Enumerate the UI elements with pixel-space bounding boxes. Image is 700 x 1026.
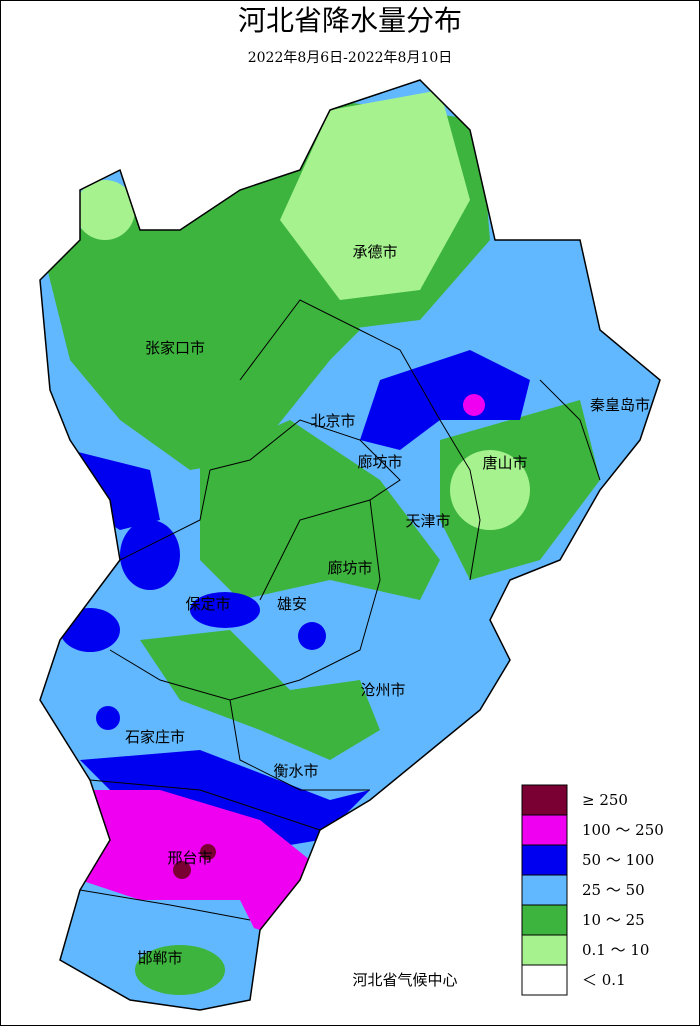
- city-label: 秦皇岛市: [590, 396, 650, 414]
- legend-swatch: [521, 934, 568, 966]
- city-label: 廊坊市: [357, 453, 402, 471]
- subtitle: 2022年8月6日-2022年8月10日: [248, 50, 453, 66]
- city-label: 邢台市: [167, 849, 212, 867]
- city-labels: 承德市 张家口市 秦皇岛市 北京市 廊坊市 唐山市 天津市 廊坊市 保定市 雄安…: [125, 243, 650, 967]
- title: 河北省降水量分布: [238, 4, 462, 37]
- city-label: 雄安: [277, 595, 307, 613]
- legend-label: 100 ～ 250: [582, 821, 664, 839]
- legend-swatch: [521, 844, 568, 876]
- city-label: 邯郸市: [137, 949, 182, 967]
- legend-swatch: [521, 784, 568, 816]
- city-label: 唐山市: [482, 454, 527, 472]
- credit: 河北省气候中心: [352, 971, 457, 989]
- city-label: 保定市: [185, 595, 230, 613]
- city-label: 承德市: [352, 243, 397, 261]
- legend-swatch: [521, 904, 568, 936]
- city-label: 天津市: [405, 512, 450, 530]
- city-label: 沧州市: [360, 681, 405, 699]
- legend: ≥ 250 100 ～ 250 50 ～ 100 25 ～ 50 10 ～ 25 0.1 …: [521, 784, 664, 996]
- legend-label: 0.1 ～ 10: [582, 941, 649, 959]
- legend-label: 25 ～ 50: [582, 881, 645, 899]
- legend-swatch: [521, 814, 568, 846]
- city-borders: [79, 299, 601, 921]
- city-label: 张家口市: [145, 339, 205, 357]
- city-label: 衡水市: [273, 762, 318, 780]
- city-label: 北京市: [310, 412, 355, 430]
- legend-label: 50 ～ 100: [582, 851, 654, 869]
- legend-label: ≥ 250: [582, 791, 628, 809]
- city-label: 廊坊市: [327, 559, 372, 577]
- city-label: 石家庄市: [125, 728, 185, 746]
- legend-label: ＜ 0.1: [582, 971, 626, 989]
- legend-swatch: [521, 964, 568, 996]
- legend-label: 10 ～ 25: [582, 911, 645, 929]
- legend-swatch: [521, 874, 568, 906]
